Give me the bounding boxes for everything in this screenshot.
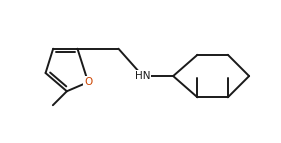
- Text: O: O: [84, 77, 92, 87]
- Text: HN: HN: [135, 71, 151, 81]
